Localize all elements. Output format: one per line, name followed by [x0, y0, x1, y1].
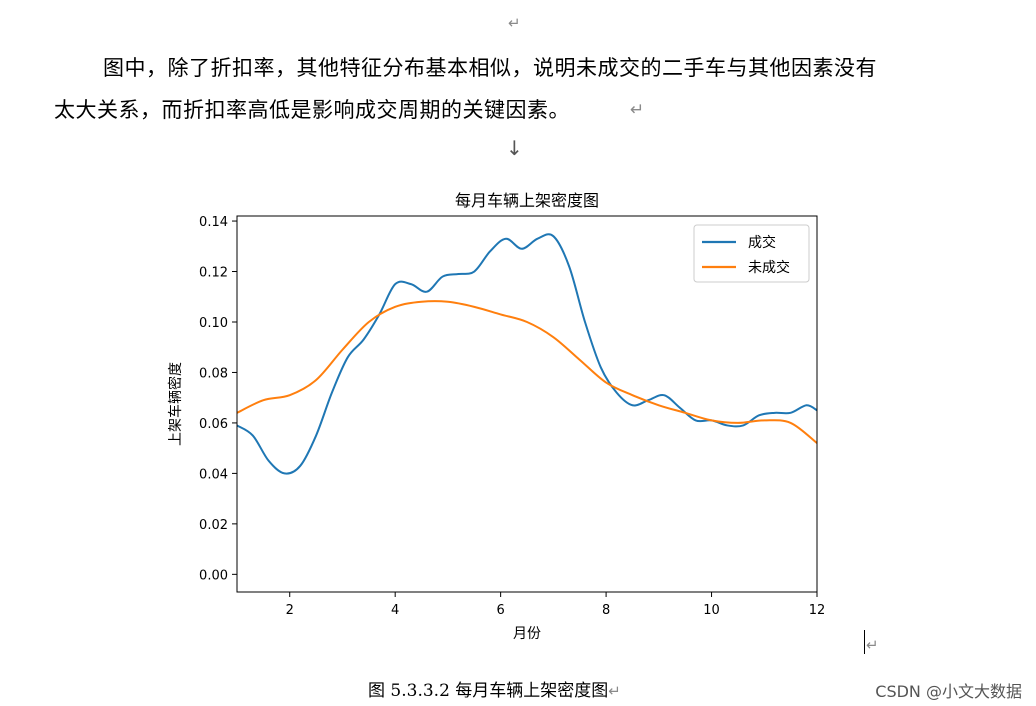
series-line-0 [236, 233, 818, 475]
y-tick-label: 0.08 [199, 366, 228, 381]
series-line-1 [236, 300, 818, 444]
watermark: CSDN @小文大数据 [875, 682, 1022, 701]
paragraph-line-2: 太大关系，而折扣率高低是影响成交周期的关键因素。 [54, 98, 570, 122]
y-tick-label: 0.04 [199, 467, 228, 482]
figure-caption-text: 图 5.3.3.2 每月车辆上架密度图 [368, 681, 609, 701]
y-tick-label: 0.14 [199, 215, 228, 230]
paragraph-mark-top: ↵ [508, 14, 521, 32]
legend-label-chengjiao: 成交 [748, 234, 776, 251]
y-tick-label: 0.06 [199, 417, 228, 432]
plot-frame [236, 215, 818, 593]
paragraph-mark-caption: ↵ [608, 682, 621, 700]
y-axis-label: 上架车辆密度 [167, 362, 184, 446]
line-break-mark: ↓ [506, 136, 523, 160]
chart-title: 每月车辆上架密度图 [455, 191, 599, 210]
x-axis-label: 月份 [513, 626, 541, 642]
x-tick-label: 10 [703, 603, 720, 618]
plot-axes: 2 4 6 8 10 12 0.00 0.02 0.04 0.06 0.08 0.10 0.12 0.14 [199, 215, 825, 618]
paragraph-mark-line-2: ↵ [630, 100, 645, 120]
legend: 成交 未成交 [693, 224, 810, 283]
y-tick-label: 0.12 [199, 266, 228, 281]
x-tick-label: 2 [286, 603, 294, 618]
paragraph-mark-cursor: ↵ [866, 636, 879, 654]
x-tick-label: 12 [809, 603, 826, 618]
figure-caption: 图 5.3.3.2 每月车辆上架密度图↵ [368, 676, 621, 701]
y-tick-label: 0.10 [199, 316, 228, 331]
y-tick-label: 0.00 [199, 568, 228, 583]
plot-series [236, 233, 818, 475]
paragraph-line-1: 图中，除了折扣率，其他特征分布基本相似，说明未成交的二手车与其他因素没有 [103, 56, 877, 80]
text-cursor [864, 630, 865, 654]
x-tick-label: 6 [496, 603, 504, 618]
y-tick-label: 0.02 [199, 518, 228, 533]
x-tick-label: 8 [602, 603, 610, 618]
x-tick-label: 4 [391, 603, 399, 618]
legend-label-weichengjiao: 未成交 [748, 259, 790, 276]
